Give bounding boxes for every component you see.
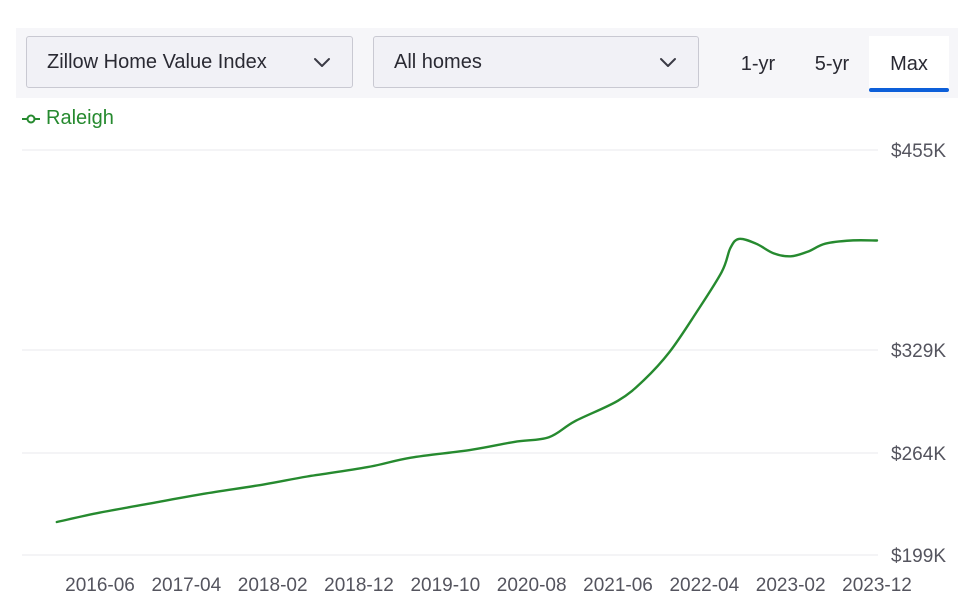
tab-5-yr[interactable]: 5-yr [802,36,862,92]
y-tick-label: $264K [891,444,946,465]
metric-dropdown[interactable]: Zillow Home Value Index [26,36,353,88]
x-tick-label: 2021-06 [583,575,653,596]
y-tick-label: $199K [891,546,946,567]
tab-1-yr[interactable]: 1-yr [728,36,788,92]
chevron-down-icon [314,58,330,67]
legend-series-name: Raleigh [46,107,114,129]
tab-1-yr-label: 1-yr [740,52,776,75]
x-tick-label: 2018-12 [324,575,394,596]
y-tick-label: $455K [891,141,946,162]
home-type-dropdown-label: All homes [394,50,482,73]
metric-dropdown-label: Zillow Home Value Index [47,50,267,73]
home-type-dropdown[interactable]: All homes [373,36,699,88]
active-tab-indicator [869,88,949,92]
chart-controls: Zillow Home Value Index All homes 1-yr 5… [16,28,958,98]
x-tick-label: 2020-08 [497,575,567,596]
series-line-raleigh[interactable] [55,237,879,524]
x-tick-label: 2023-12 [842,575,912,596]
tab-5-yr-label: 5-yr [814,52,850,75]
x-tick-label: 2019-10 [410,575,480,596]
x-tick-label: 2023-02 [756,575,826,596]
x-tick-label: 2018-02 [238,575,308,596]
x-tick-label: 2022-04 [669,575,739,596]
legend-line-marker-icon [22,114,40,123]
x-tick-label: 2016-06 [65,575,135,596]
chevron-down-icon [660,58,676,67]
chart-legend[interactable]: Raleigh [22,107,114,130]
x-tick-label: 2017-04 [151,575,221,596]
tab-max-label: Max [890,52,928,75]
tab-max[interactable]: Max [869,36,949,92]
y-tick-label: $329K [891,341,946,362]
